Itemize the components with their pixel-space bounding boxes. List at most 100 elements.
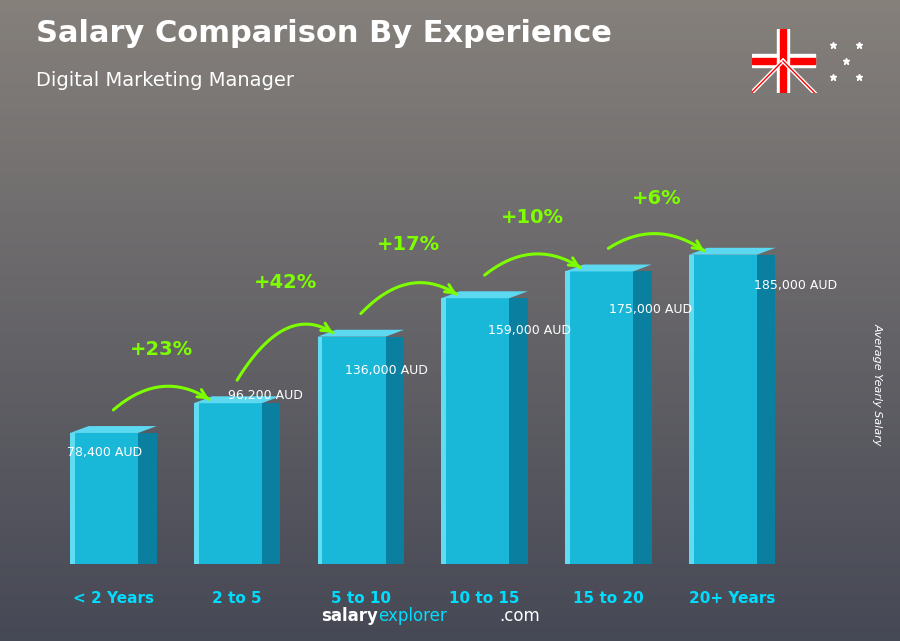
Bar (0, 186, 900, 192)
Bar (0, 545, 900, 551)
Text: 159,000 AUD: 159,000 AUD (488, 324, 571, 337)
Bar (0, 481, 900, 487)
Bar (0, 577, 900, 583)
Polygon shape (138, 433, 157, 564)
Bar (0, 26, 900, 32)
Bar (0, 365, 900, 372)
Bar (0, 372, 900, 378)
Text: +23%: +23% (130, 340, 193, 359)
Bar (0, 404, 900, 410)
Bar (0, 19, 900, 26)
Bar (0, 263, 900, 269)
Bar (441, 298, 509, 564)
Polygon shape (385, 337, 404, 564)
Bar (0, 391, 900, 397)
Bar (0, 590, 900, 596)
Bar (0, 13, 900, 19)
Bar (0, 436, 900, 442)
Polygon shape (509, 298, 528, 564)
Bar (0, 115, 900, 122)
Bar (0, 513, 900, 519)
Bar (0, 167, 900, 173)
Text: +10%: +10% (501, 208, 564, 227)
Bar (0, 77, 900, 83)
Bar (0, 218, 900, 224)
Bar (0, 506, 900, 513)
Bar (0, 96, 900, 103)
Bar (0, 449, 900, 455)
Text: explorer: explorer (378, 607, 446, 625)
Text: 175,000 AUD: 175,000 AUD (609, 303, 692, 316)
Bar (0, 340, 900, 346)
Bar (70, 433, 138, 564)
Polygon shape (318, 337, 322, 564)
Bar (0, 353, 900, 359)
Bar (0, 468, 900, 474)
Bar (0, 378, 900, 385)
Text: 96,200 AUD: 96,200 AUD (228, 388, 302, 402)
Bar (0, 635, 900, 641)
Bar (0, 417, 900, 423)
Bar (0, 494, 900, 500)
Bar (0, 64, 900, 71)
Text: 185,000 AUD: 185,000 AUD (754, 279, 837, 292)
Polygon shape (70, 426, 157, 433)
Polygon shape (194, 396, 281, 403)
Bar (565, 271, 633, 564)
Text: 20+ Years: 20+ Years (688, 591, 775, 606)
Bar (0, 128, 900, 135)
Bar (0, 551, 900, 558)
Bar (0, 212, 900, 218)
Polygon shape (262, 403, 281, 564)
Bar (0, 429, 900, 436)
Polygon shape (565, 265, 652, 271)
Bar (0, 519, 900, 526)
Bar (0, 224, 900, 231)
Bar (0, 135, 900, 141)
Text: +17%: +17% (377, 235, 440, 254)
Polygon shape (688, 248, 776, 254)
Text: +6%: +6% (632, 189, 681, 208)
Bar (0, 500, 900, 506)
Bar (0, 474, 900, 481)
Bar (0, 308, 900, 314)
Text: Average Yearly Salary: Average Yearly Salary (872, 323, 883, 446)
Bar (0, 179, 900, 186)
Text: Digital Marketing Manager: Digital Marketing Manager (36, 71, 294, 90)
Bar (0, 141, 900, 147)
Text: 15 to 20: 15 to 20 (573, 591, 643, 606)
Bar (0, 327, 900, 333)
Bar (0, 583, 900, 590)
Bar (0, 570, 900, 577)
Text: 78,400 AUD: 78,400 AUD (67, 446, 142, 459)
Polygon shape (70, 433, 75, 564)
Bar (0, 320, 900, 327)
Text: 136,000 AUD: 136,000 AUD (346, 364, 428, 378)
Bar (0, 51, 900, 58)
Bar (0, 109, 900, 115)
Polygon shape (757, 254, 776, 564)
Bar (0, 147, 900, 154)
Bar (0, 462, 900, 468)
Bar (0, 410, 900, 417)
Bar (0, 301, 900, 308)
Bar (0, 455, 900, 462)
Bar (0, 6, 900, 13)
Bar (0, 596, 900, 603)
Text: 5 to 10: 5 to 10 (331, 591, 391, 606)
Bar (318, 337, 385, 564)
Polygon shape (688, 254, 694, 564)
Bar (777, 29, 789, 93)
Bar (0, 58, 900, 64)
Bar (0, 333, 900, 340)
Bar (0, 199, 900, 205)
Bar (0, 237, 900, 244)
Bar (0, 122, 900, 128)
Bar (0, 558, 900, 564)
Polygon shape (441, 298, 446, 564)
Bar (0, 250, 900, 256)
Text: .com: .com (500, 607, 540, 625)
Bar (0, 423, 900, 429)
Bar (0, 244, 900, 250)
Bar (0, 71, 900, 77)
